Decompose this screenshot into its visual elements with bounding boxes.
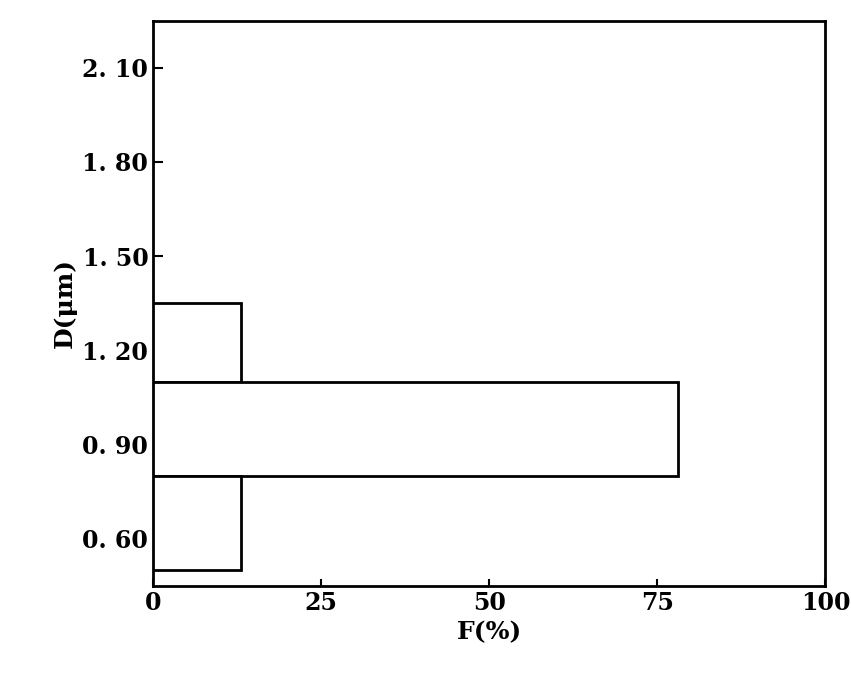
Bar	[153, 476, 241, 570]
X-axis label: F(%): F(%)	[457, 620, 522, 644]
Y-axis label: D(μm): D(μm)	[53, 258, 77, 348]
Bar	[153, 382, 677, 476]
Bar	[153, 303, 241, 382]
